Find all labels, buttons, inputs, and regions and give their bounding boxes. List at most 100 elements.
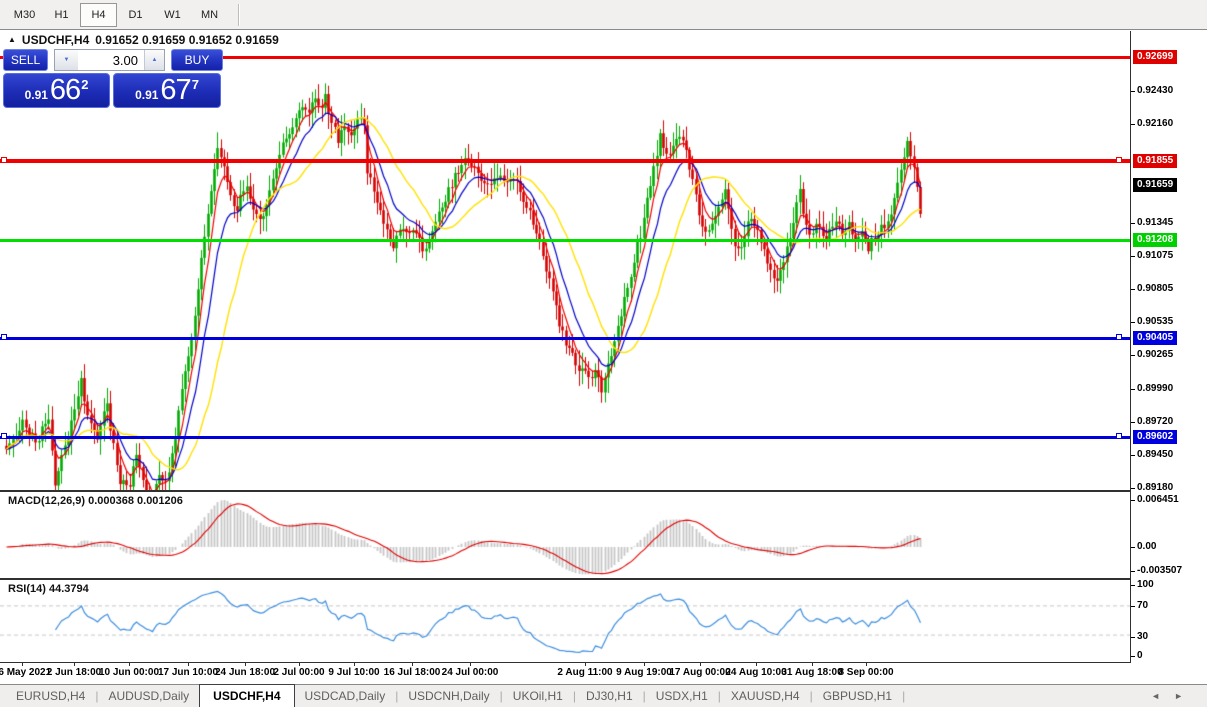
sell-price-prefix: 0.91 (24, 88, 48, 102)
tab-scroll-right-icon[interactable]: ► (1174, 691, 1183, 701)
time-axis-label: 2 Aug 11:00 (557, 667, 613, 678)
chart-ohlc-values: 0.91652 0.91659 0.91652 0.91659 (95, 33, 279, 47)
time-tick-mark (129, 663, 130, 666)
timeframe-button-d1[interactable]: D1 (117, 3, 154, 27)
timeframe-button-w1[interactable]: W1 (154, 3, 191, 27)
time-tick-mark (812, 663, 813, 666)
macd-panel-canvas[interactable] (0, 492, 1130, 578)
chart-tab-xauusd-h4[interactable]: XAUUSD,H4 (730, 689, 800, 703)
macd-indicator-label: MACD(12,26,9) 0.000368 0.001206 (8, 495, 183, 507)
time-tick-mark (470, 663, 471, 666)
tab-scroll-left-icon[interactable]: ◄ (1151, 691, 1161, 701)
chart-tab-dj30-h1[interactable]: DJ30,H1 (585, 689, 633, 703)
chart-tab-audusd-daily[interactable]: AUDUSD,Daily (108, 689, 190, 703)
volume-decrease-button[interactable]: ▼ (55, 50, 78, 70)
scale-tick-label: 0.006451 (1137, 494, 1179, 505)
chart-tab-gbpusd-h1[interactable]: GBPUSD,H1 (822, 689, 893, 703)
scale-tick-mark (1131, 256, 1135, 257)
tab-separator: | (642, 689, 646, 703)
time-tick-mark (354, 663, 355, 666)
time-axis-label: 8 Sep 00:00 (838, 667, 894, 678)
time-axis-label: 24 Aug 10:00 (725, 667, 787, 678)
timeframe-button-mn[interactable]: MN (191, 3, 228, 27)
horizontal-level-line-0.92699[interactable] (0, 56, 1130, 59)
timeframe-toolbar: M30 H1 H4 D1 W1 MN (0, 0, 1207, 30)
buy-button[interactable]: BUY (171, 49, 223, 71)
line-handle-right-0.91855[interactable] (1116, 157, 1122, 163)
scale-tick-mark (1131, 322, 1135, 323)
time-tick-mark (299, 663, 300, 666)
scale-tick-label: 70 (1137, 600, 1149, 611)
time-axis-label: 17 Jun 10:00 (157, 667, 219, 678)
chart-tab-ukoil-h1[interactable]: UKOil,H1 (512, 689, 563, 703)
horizontal-level-line-0.91855[interactable] (0, 159, 1130, 163)
timeframe-button-h1[interactable]: H1 (43, 3, 80, 27)
horizontal-level-line-0.90405[interactable] (0, 337, 1130, 340)
scale-tick-mark (1131, 500, 1135, 501)
sell-price-box[interactable]: 0.91 66 2 (3, 73, 110, 108)
chart-symbol-label: USDCHF,H4 (21, 33, 90, 47)
scale-tick-label: 0 (1137, 650, 1143, 661)
horizontal-level-line-0.91208[interactable] (0, 239, 1130, 242)
time-tick-mark (866, 663, 867, 666)
timeframe-button-m30[interactable]: M30 (6, 3, 43, 27)
buy-price-pip-digit: 7 (191, 77, 199, 92)
price-scale[interactable]: 0.92430 0.92160 0.91345 0.91075 0.90805 0.905… (1130, 31, 1207, 663)
scale-tick-mark (1131, 547, 1135, 548)
scale-tick-mark (1131, 656, 1135, 657)
line-handle-left-0.90405[interactable] (1, 334, 7, 340)
rsi-indicator-label: RSI(14) 44.3794 (8, 583, 89, 595)
line-handle-right-0.89602[interactable] (1116, 433, 1122, 439)
time-axis-label: 2 Jul 00:00 (273, 667, 325, 678)
chart-area: ▲ USDCHF,H4 0.91652 0.91659 0.91652 0.91… (0, 30, 1207, 684)
time-tick-mark (700, 663, 701, 666)
volume-increase-button[interactable]: ▲ (144, 50, 164, 70)
volume-input[interactable] (78, 50, 144, 70)
timeframe-button-h4[interactable]: H4 (80, 2, 117, 27)
scale-tick-mark (1131, 488, 1135, 489)
macd-panel-separator[interactable] (0, 490, 1130, 492)
volume-spinner: ▼ ▲ (54, 49, 165, 71)
price-axis-line (1130, 31, 1131, 663)
chart-tab-usdcad-daily[interactable]: USDCAD,Daily (304, 689, 386, 703)
scale-tick-label: 0.89990 (1137, 383, 1174, 394)
scale-tick-mark (1131, 455, 1135, 456)
line-handle-right-0.90405[interactable] (1116, 334, 1122, 340)
price-badge-0.91208: 0.91208 (1133, 233, 1178, 247)
scale-tick-label: -0.003507 (1137, 565, 1183, 576)
rsi-panel-separator[interactable] (0, 578, 1130, 580)
time-axis-label: 24 Jul 00:00 (441, 667, 499, 678)
toolbar-separator (238, 3, 239, 26)
scale-tick-label: 0.90265 (1137, 349, 1174, 360)
time-tick-mark (22, 663, 23, 666)
tab-separator: | (902, 689, 906, 703)
scale-tick-mark (1131, 606, 1135, 607)
scale-tick-label: 0.90535 (1137, 316, 1174, 327)
buy-price-box[interactable]: 0.91 67 7 (113, 73, 221, 108)
tab-separator: | (395, 689, 399, 703)
scale-tick-label: 30 (1137, 631, 1149, 642)
scale-tick-mark (1131, 389, 1135, 390)
chart-tab-usdcnh-daily[interactable]: USDCNH,Daily (408, 689, 490, 703)
collapse-triangle-icon[interactable]: ▲ (8, 34, 16, 44)
sell-button[interactable]: SELL (3, 49, 48, 71)
line-handle-left-0.89602[interactable] (1, 433, 7, 439)
scale-tick-label: 0.91075 (1137, 250, 1174, 261)
rsi-panel-canvas[interactable] (0, 580, 1130, 662)
line-handle-left-0.91855[interactable] (1, 157, 7, 163)
chart-tab-usdx-h1[interactable]: USDX,H1 (655, 689, 708, 703)
price-badge-0.89602: 0.89602 (1133, 430, 1178, 444)
horizontal-level-line-0.89602[interactable] (0, 436, 1130, 439)
time-tick-mark (644, 663, 645, 666)
scale-tick-mark (1131, 289, 1135, 290)
price-badge-0.90405: 0.90405 (1133, 331, 1178, 345)
chart-tab-usdchf-h4[interactable]: USDCHF,H4 (199, 684, 295, 707)
trade-panel-prices-row: 0.91 66 2 0.91 67 7 (3, 73, 223, 108)
chart-tab-eurusd-h4[interactable]: EURUSD,H4 (16, 689, 86, 703)
scale-tick-label: 0.92430 (1137, 85, 1174, 96)
price-badge-0.91855: 0.91855 (1133, 154, 1178, 168)
tab-separator: | (809, 689, 813, 703)
tab-separator: | (717, 689, 721, 703)
time-axis-label: 31 Aug 18:00 (781, 667, 843, 678)
